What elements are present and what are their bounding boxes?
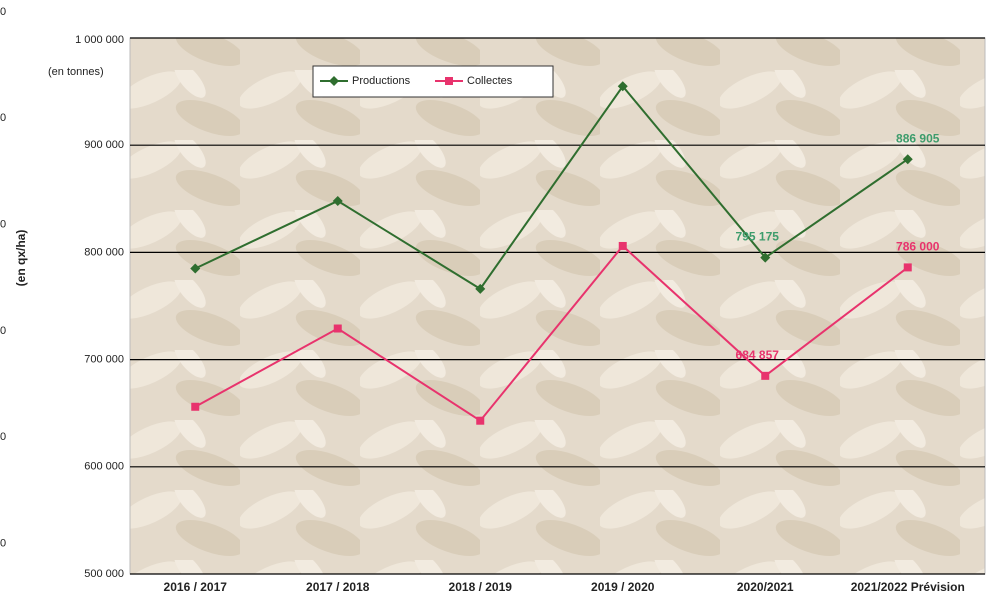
y-tick-label: 800 000 <box>84 246 124 258</box>
marker <box>333 324 342 333</box>
marker <box>617 81 628 92</box>
marker <box>618 241 627 250</box>
y2-tick-label: 0 <box>0 112 6 124</box>
marker <box>475 283 486 294</box>
y-tick-label: 500 000 <box>84 568 124 580</box>
marker <box>191 402 200 411</box>
value-label: 886 905 <box>896 131 940 145</box>
y-tick-label: 600 000 <box>84 461 124 473</box>
marker <box>332 195 343 206</box>
y-tick-label: 1 000 000 <box>75 34 124 46</box>
x-tick-label: 2021/2022 Prévision <box>851 580 965 594</box>
marker <box>761 371 770 380</box>
x-tick-label: 2019 / 2020 <box>591 580 655 594</box>
x-tick-label: 2016 / 2017 <box>164 580 228 594</box>
y2-tick-label: 0 <box>0 6 6 18</box>
marker <box>903 263 912 272</box>
y2-axis-label: (en qx/ha) <box>14 230 28 287</box>
x-tick-label: 2017 / 2018 <box>306 580 370 594</box>
value-label: 795 175 <box>736 230 780 244</box>
y-tick-label: 700 000 <box>84 354 124 366</box>
y2-tick-label: 0 <box>0 219 6 231</box>
y-tick-label: 900 000 <box>84 139 124 151</box>
y2-tick-label: 0 <box>0 431 6 443</box>
legend-label: Collectes <box>467 75 513 87</box>
value-label: 684 857 <box>736 348 780 362</box>
legend-label: Productions <box>352 75 411 87</box>
marker <box>760 252 771 263</box>
marker <box>476 416 485 425</box>
legend: Productions Collectes <box>312 65 554 98</box>
y2-tick-label: 0 <box>0 325 6 337</box>
marker <box>329 76 339 86</box>
marker <box>902 154 913 165</box>
y2-tick-label: 0 <box>0 537 6 549</box>
marker <box>445 77 453 85</box>
legend-box <box>312 65 554 98</box>
unit-note: (en tonnes) <box>48 66 104 78</box>
x-tick-label: 2020/2021 <box>737 580 794 594</box>
value-label: 786 000 <box>896 240 940 254</box>
series-line <box>194 84 909 291</box>
plot-area <box>129 37 986 575</box>
marker <box>190 263 201 274</box>
series-line <box>194 244 909 423</box>
x-tick-label: 2018 / 2019 <box>449 580 513 594</box>
